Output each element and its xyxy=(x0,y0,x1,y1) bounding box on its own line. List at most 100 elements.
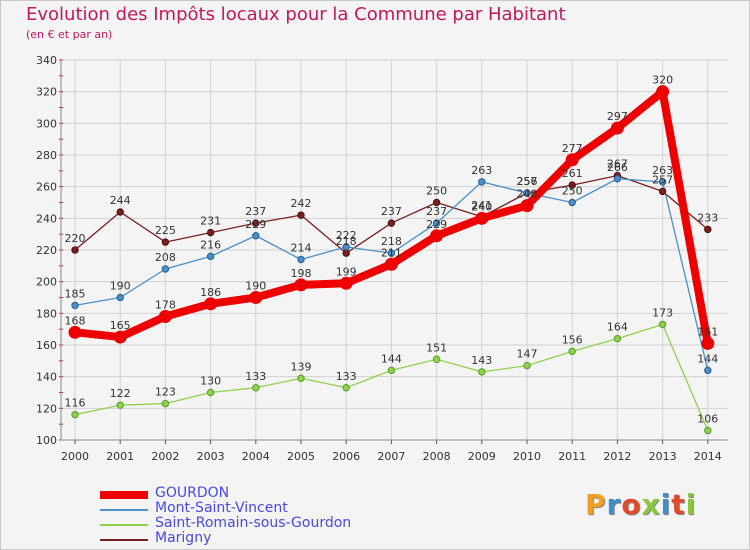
data-label-mont-saint-vincent: 266 xyxy=(607,161,628,174)
x-tick-label: 2010 xyxy=(513,450,541,463)
legend-swatch-saint-romain xyxy=(100,524,148,526)
y-tick-label: 220 xyxy=(36,244,57,257)
data-label-marigny: 257 xyxy=(517,175,538,188)
data-point-mont-saint-vincent xyxy=(116,293,124,302)
x-tick-label: 2000 xyxy=(61,450,89,463)
data-label-saint-romain-sous-gourdon: 147 xyxy=(517,348,538,361)
data-label-saint-romain-sous-gourdon: 164 xyxy=(607,321,628,334)
y-tick-label: 160 xyxy=(36,339,57,352)
data-point-gourdon xyxy=(701,336,715,350)
data-label-saint-romain-sous-gourdon: 156 xyxy=(562,333,583,346)
data-point-saint-romain-sous-gourdon xyxy=(297,374,305,382)
data-point-mont-saint-vincent xyxy=(252,232,260,240)
data-point-mont-saint-vincent xyxy=(342,243,350,251)
proxiti-logo: Proxiti xyxy=(585,488,696,521)
data-label-saint-romain-sous-gourdon: 122 xyxy=(110,387,131,400)
data-label-mont-saint-vincent: 185 xyxy=(65,287,86,300)
data-point-saint-romain-sous-gourdon xyxy=(342,384,350,392)
data-point-marigny xyxy=(658,187,667,196)
x-tick-label: 2008 xyxy=(423,450,451,463)
x-tick-label: 2014 xyxy=(694,450,722,463)
data-point-saint-romain-sous-gourdon xyxy=(387,366,396,375)
data-point-gourdon xyxy=(158,310,172,323)
data-label-marigny: 261 xyxy=(562,167,583,180)
x-tick-label: 2005 xyxy=(287,450,315,463)
x-tick-label: 2009 xyxy=(468,450,496,463)
data-point-mont-saint-vincent xyxy=(387,249,396,257)
data-point-gourdon xyxy=(656,85,670,99)
data-label-saint-romain-sous-gourdon: 123 xyxy=(155,386,176,399)
data-label-marigny: 231 xyxy=(200,215,221,228)
data-label-marigny: 220 xyxy=(65,232,86,245)
data-label-gourdon: 248 xyxy=(517,188,538,201)
x-tick-label: 2002 xyxy=(151,450,179,463)
x-tick-label: 2003 xyxy=(197,450,225,463)
data-point-gourdon xyxy=(204,297,218,311)
data-point-mont-saint-vincent xyxy=(432,219,441,227)
y-tick-label: 260 xyxy=(36,181,57,194)
data-point-gourdon xyxy=(430,229,444,243)
data-point-mont-saint-vincent xyxy=(613,175,622,183)
data-point-gourdon xyxy=(294,278,308,292)
data-point-gourdon xyxy=(475,211,489,225)
data-label-mont-saint-vincent: 190 xyxy=(110,280,131,293)
y-tick-label: 180 xyxy=(36,307,57,320)
data-point-marigny xyxy=(342,249,350,257)
data-point-gourdon xyxy=(113,330,127,344)
legend-label-gourdon: GOURDON xyxy=(155,485,230,501)
data-label-marigny: 225 xyxy=(155,224,176,237)
data-label-mont-saint-vincent: 263 xyxy=(652,164,673,177)
data-label-gourdon: 168 xyxy=(65,314,86,327)
data-label-gourdon: 198 xyxy=(291,267,312,280)
data-label-saint-romain-sous-gourdon: 139 xyxy=(291,360,312,373)
data-label-mont-saint-vincent: 237 xyxy=(426,205,447,218)
data-label-mont-saint-vincent: 208 xyxy=(155,251,176,264)
data-label-mont-saint-vincent: 263 xyxy=(471,164,492,177)
data-point-saint-romain-sous-gourdon xyxy=(432,355,441,363)
data-label-marigny: 267 xyxy=(607,158,628,171)
data-label-marigny: 237 xyxy=(381,205,402,218)
data-point-marigny xyxy=(71,246,79,254)
data-label-marigny: 218 xyxy=(336,235,357,248)
data-label-saint-romain-sous-gourdon: 130 xyxy=(200,375,221,388)
x-tick-label: 2013 xyxy=(649,450,677,463)
data-label-mont-saint-vincent: 216 xyxy=(200,238,221,251)
y-tick-label: 340 xyxy=(36,54,57,67)
data-point-gourdon xyxy=(339,276,353,290)
data-label-gourdon: 211 xyxy=(381,246,402,259)
y-tick-label: 100 xyxy=(36,434,57,447)
data-label-saint-romain-sous-gourdon: 116 xyxy=(65,397,86,410)
logo-letter: t xyxy=(671,488,686,521)
logo-letter: i xyxy=(685,488,697,521)
y-tick-label: 120 xyxy=(36,402,57,415)
data-point-mont-saint-vincent xyxy=(71,301,79,310)
data-label-marigny: 244 xyxy=(110,194,131,207)
data-point-mont-saint-vincent xyxy=(704,366,712,375)
data-point-mont-saint-vincent xyxy=(297,255,305,264)
data-point-mont-saint-vincent xyxy=(523,189,531,197)
legend-label-saint-romain: Saint-Romain-sous-Gourdon xyxy=(155,515,352,531)
data-label-saint-romain-sous-gourdon: 143 xyxy=(471,354,492,367)
data-point-saint-romain-sous-gourdon xyxy=(252,384,260,392)
data-point-mont-saint-vincent xyxy=(478,178,486,186)
data-point-saint-romain-sous-gourdon xyxy=(478,368,486,376)
data-label-saint-romain-sous-gourdon: 133 xyxy=(336,370,357,383)
data-point-saint-romain-sous-gourdon xyxy=(658,320,667,329)
logo-letter: o xyxy=(621,488,642,521)
data-point-saint-romain-sous-gourdon xyxy=(116,401,124,409)
data-label-gourdon: 240 xyxy=(471,200,492,213)
data-label-mont-saint-vincent: 229 xyxy=(245,218,266,231)
x-tick-label: 2006 xyxy=(332,450,360,463)
data-label-saint-romain-sous-gourdon: 151 xyxy=(426,341,447,354)
data-label-marigny: 242 xyxy=(291,197,312,210)
data-point-marigny xyxy=(704,225,712,234)
y-tick-label: 320 xyxy=(36,86,57,99)
data-label-gourdon: 297 xyxy=(607,110,628,123)
data-point-saint-romain-sous-gourdon xyxy=(161,399,170,408)
x-tick-label: 2001 xyxy=(106,450,134,463)
legend-label-marigny: Marigny xyxy=(155,530,212,546)
data-point-saint-romain-sous-gourdon xyxy=(523,361,531,370)
data-point-gourdon xyxy=(610,121,624,135)
y-tick-label: 240 xyxy=(36,212,57,225)
